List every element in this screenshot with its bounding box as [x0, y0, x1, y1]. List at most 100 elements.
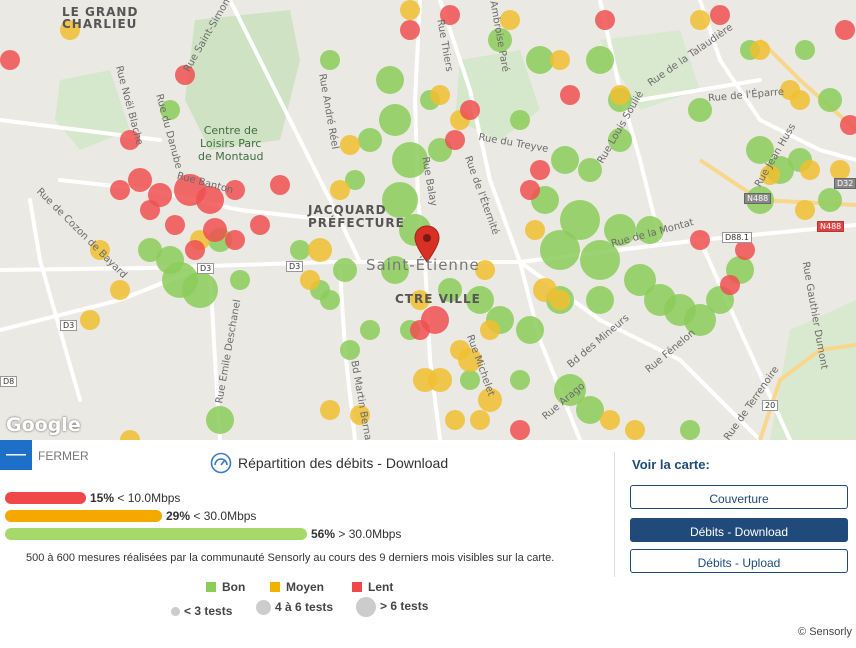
measurement-dot[interactable] — [120, 430, 140, 440]
measurement-dot[interactable] — [320, 400, 340, 420]
measurement-dot[interactable] — [160, 100, 180, 120]
measurement-dot[interactable] — [540, 230, 580, 270]
measurement-dot[interactable] — [270, 175, 290, 195]
measurement-dot[interactable] — [578, 158, 602, 182]
measurement-dot[interactable] — [381, 256, 409, 284]
measurement-dot[interactable] — [140, 200, 160, 220]
measurement-dot[interactable] — [410, 320, 430, 340]
measurement-dot[interactable] — [510, 370, 530, 390]
measurement-dot[interactable] — [525, 220, 545, 240]
measurement-dot[interactable] — [382, 182, 418, 218]
measurement-dot[interactable] — [835, 20, 855, 40]
measurement-dot[interactable] — [138, 238, 162, 262]
measurement-dot[interactable] — [610, 85, 630, 105]
close-label[interactable]: FERMER — [38, 449, 89, 463]
measurement-dot[interactable] — [430, 85, 450, 105]
measurement-dot[interactable] — [175, 65, 195, 85]
measurement-dot[interactable] — [818, 188, 842, 212]
measurement-dot[interactable] — [520, 180, 540, 200]
measurement-dot[interactable] — [551, 146, 579, 174]
measurement-dot[interactable] — [358, 128, 382, 152]
measurement-dot[interactable] — [500, 10, 520, 30]
measurement-dot[interactable] — [586, 46, 614, 74]
measurement-dot[interactable] — [735, 240, 755, 260]
measurement-dot[interactable] — [290, 240, 310, 260]
measurement-dot[interactable] — [376, 66, 404, 94]
measurement-dot[interactable] — [0, 50, 20, 70]
measurement-dot[interactable] — [510, 420, 530, 440]
measurement-dot[interactable] — [576, 396, 604, 424]
measurement-dot[interactable] — [604, 214, 636, 246]
download-speed-button[interactable]: Débits - Download — [630, 518, 848, 542]
measurement-dot[interactable] — [554, 374, 586, 406]
measurement-dot[interactable] — [308, 238, 332, 262]
measurement-dot[interactable] — [516, 316, 544, 344]
measurement-dot[interactable] — [360, 320, 380, 340]
measurement-dot[interactable] — [185, 240, 205, 260]
measurement-dot[interactable] — [225, 230, 245, 250]
measurement-dot[interactable] — [608, 128, 632, 152]
measurement-dot[interactable] — [580, 240, 620, 280]
measurement-dot[interactable] — [526, 46, 554, 74]
measurement-dot[interactable] — [840, 115, 856, 135]
measurement-dot[interactable] — [440, 5, 460, 25]
measurement-dot[interactable] — [625, 420, 645, 440]
measurement-dot[interactable] — [80, 310, 100, 330]
measurement-dot[interactable] — [230, 270, 250, 290]
measurement-dot[interactable] — [182, 272, 218, 308]
measurement-dot[interactable] — [466, 286, 494, 314]
measurement-dot[interactable] — [688, 98, 712, 122]
measurement-dot[interactable] — [636, 216, 664, 244]
measurement-dot[interactable] — [790, 90, 810, 110]
measurement-dot[interactable] — [818, 88, 842, 112]
measurement-dot[interactable] — [746, 136, 774, 164]
measurement-dot[interactable] — [478, 388, 502, 412]
measurement-dot[interactable] — [800, 160, 820, 180]
measurement-dot[interactable] — [560, 200, 600, 240]
measurement-dot[interactable] — [128, 168, 152, 192]
measurement-dot[interactable] — [460, 100, 480, 120]
measurement-dot[interactable] — [586, 286, 614, 314]
measurement-dot[interactable] — [110, 180, 130, 200]
measurement-dot[interactable] — [530, 160, 550, 180]
measurement-dot[interactable] — [340, 135, 360, 155]
upload-speed-button[interactable]: Débits - Upload — [630, 549, 848, 573]
measurement-dot[interactable] — [795, 200, 815, 220]
measurement-dot[interactable] — [410, 290, 430, 310]
measurement-dot[interactable] — [684, 304, 716, 336]
measurement-dot[interactable] — [624, 264, 656, 296]
measurement-dot[interactable] — [450, 340, 470, 360]
location-pin-icon[interactable] — [414, 225, 440, 263]
measurement-dot[interactable] — [206, 406, 234, 434]
measurement-dot[interactable] — [60, 20, 80, 40]
measurement-dot[interactable] — [320, 290, 340, 310]
map-canvas[interactable] — [0, 0, 856, 440]
measurement-dot[interactable] — [333, 258, 357, 282]
coverage-button[interactable]: Couverture — [630, 485, 848, 509]
measurement-dot[interactable] — [350, 405, 370, 425]
measurement-dot[interactable] — [445, 130, 465, 150]
measurement-dot[interactable] — [460, 370, 480, 390]
measurement-dot[interactable] — [445, 410, 465, 430]
measurement-dot[interactable] — [710, 5, 730, 25]
measurement-dot[interactable] — [413, 368, 437, 392]
measurement-dot[interactable] — [379, 104, 411, 136]
measurement-dot[interactable] — [165, 215, 185, 235]
measurement-dot[interactable] — [680, 420, 700, 440]
close-button[interactable]: — — [0, 440, 32, 470]
measurement-dot[interactable] — [225, 180, 245, 200]
measurement-dot[interactable] — [470, 410, 490, 430]
measurement-dot[interactable] — [196, 186, 224, 214]
measurement-dot[interactable] — [392, 142, 428, 178]
measurement-dot[interactable] — [550, 290, 570, 310]
measurement-dot[interactable] — [488, 28, 512, 52]
measurement-dot[interactable] — [320, 50, 340, 70]
measurement-dot[interactable] — [475, 260, 495, 280]
measurement-dot[interactable] — [550, 50, 570, 70]
measurement-dot[interactable] — [156, 246, 184, 274]
measurement-dot[interactable] — [760, 165, 780, 185]
map-view[interactable]: LE GRAND CHARLIEU Centre de Loisirs Parc… — [0, 0, 856, 440]
measurement-dot[interactable] — [330, 180, 350, 200]
measurement-dot[interactable] — [400, 0, 420, 20]
measurement-dot[interactable] — [250, 215, 270, 235]
